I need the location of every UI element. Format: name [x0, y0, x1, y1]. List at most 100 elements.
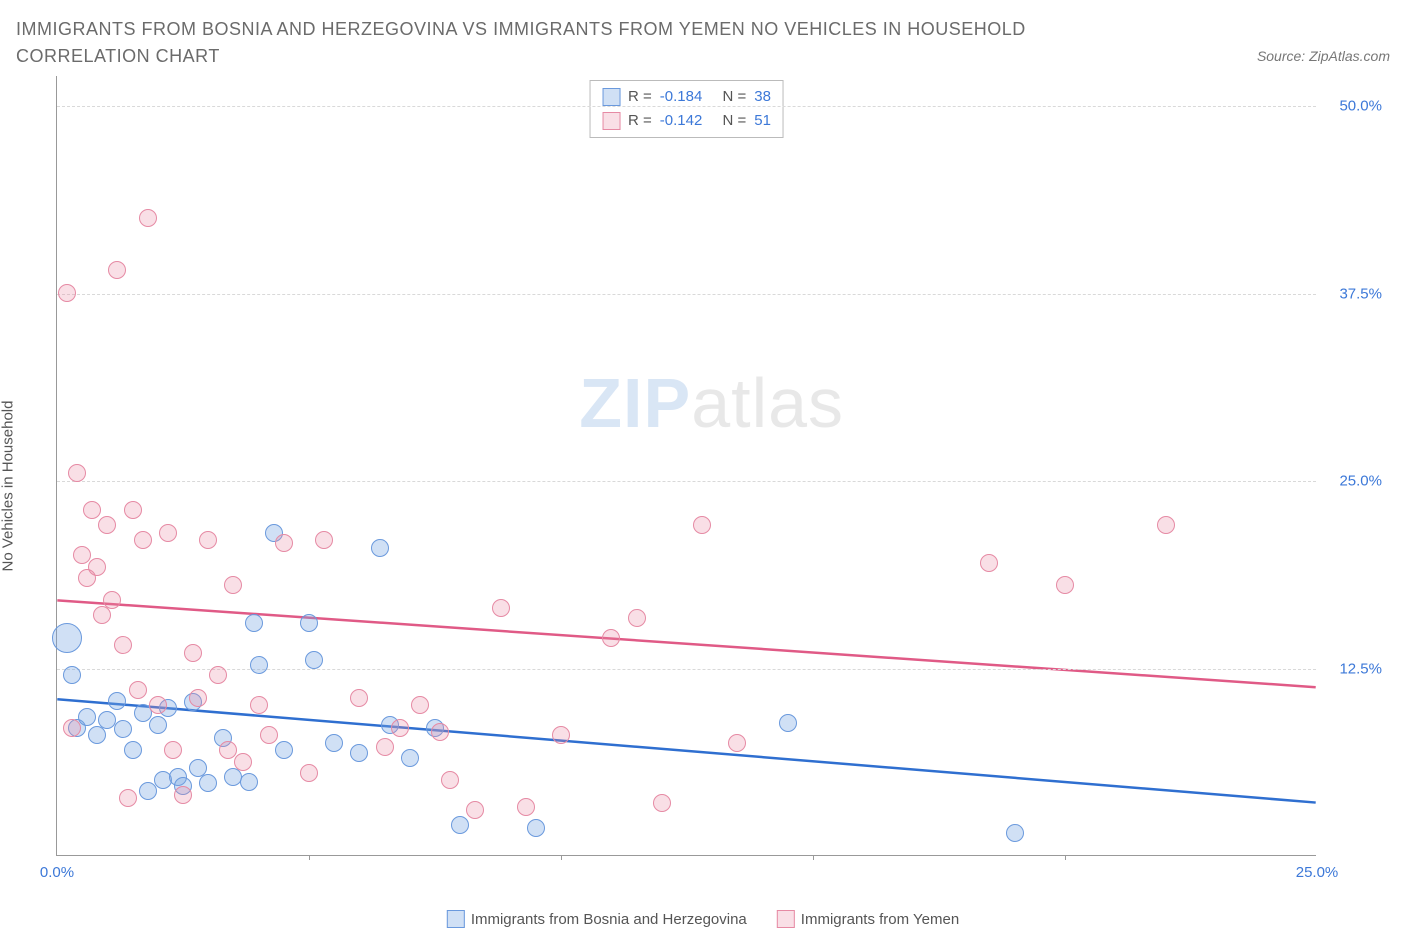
scatter-point-b [602, 629, 620, 647]
scatter-point-b [134, 531, 152, 549]
scatter-point-a [300, 614, 318, 632]
scatter-point-a [1006, 824, 1024, 842]
scatter-point-b [693, 516, 711, 534]
scatter-point-b [441, 771, 459, 789]
y-tick-label: 25.0% [1322, 473, 1382, 490]
n-value-b: 51 [754, 109, 771, 133]
scatter-point-b [209, 666, 227, 684]
legend-label-b: Immigrants from Yemen [801, 911, 959, 928]
scatter-point-a [371, 539, 389, 557]
r-label-b: R = [628, 109, 652, 133]
scatter-point-b [1157, 516, 1175, 534]
scatter-point-b [260, 726, 278, 744]
header: IMMIGRANTS FROM BOSNIA AND HERZEGOVINA V… [16, 16, 1390, 70]
scatter-point-b [300, 764, 318, 782]
scatter-point-b [517, 798, 535, 816]
scatter-point-b [199, 531, 217, 549]
plot-area: ZIPatlas R = -0.184 N = 38 R = -0.142 N … [56, 76, 1316, 856]
scatter-point-b [63, 719, 81, 737]
gridline [57, 106, 1316, 107]
scatter-point-b [653, 794, 671, 812]
scatter-point-b [250, 696, 268, 714]
scatter-point-a [240, 773, 258, 791]
scatter-point-b [88, 558, 106, 576]
scatter-point-b [431, 723, 449, 741]
scatter-point-b [411, 696, 429, 714]
scatter-point-a [149, 716, 167, 734]
scatter-point-a [114, 720, 132, 738]
scatter-point-a [63, 666, 81, 684]
scatter-point-b [224, 576, 242, 594]
y-tick-label: 50.0% [1322, 98, 1382, 115]
bottom-legend: Immigrants from Bosnia and Herzegovina I… [447, 910, 959, 928]
scatter-point-b [124, 501, 142, 519]
scatter-point-b [219, 741, 237, 759]
scatter-point-a [245, 614, 263, 632]
n-label-b: N = [723, 109, 747, 133]
x-minor-tick [309, 855, 310, 860]
legend-swatch-a-icon [447, 910, 465, 928]
scatter-point-b [93, 606, 111, 624]
scatter-point-b [68, 464, 86, 482]
scatter-point-a [527, 819, 545, 837]
scatter-point-a [52, 623, 82, 653]
scatter-point-b [83, 501, 101, 519]
gridline [57, 481, 1316, 482]
y-tick-label: 12.5% [1322, 660, 1382, 677]
scatter-point-b [114, 636, 132, 654]
scatter-point-b [73, 546, 91, 564]
scatter-point-a [305, 651, 323, 669]
scatter-point-b [119, 789, 137, 807]
scatter-point-b [1056, 576, 1074, 594]
source-attribution: Source: ZipAtlas.com [1257, 48, 1390, 70]
swatch-b-icon [602, 112, 620, 130]
scatter-point-b [139, 209, 157, 227]
scatter-point-b [552, 726, 570, 744]
stats-box: R = -0.184 N = 38 R = -0.142 N = 51 [589, 80, 784, 138]
scatter-point-b [492, 599, 510, 617]
scatter-point-b [58, 284, 76, 302]
scatter-point-b [728, 734, 746, 752]
gridline [57, 294, 1316, 295]
regression-lines [57, 76, 1316, 855]
scatter-point-b [234, 753, 252, 771]
scatter-point-b [391, 719, 409, 737]
x-minor-tick [1065, 855, 1066, 860]
scatter-point-a [124, 741, 142, 759]
y-axis-label: No Vehicles in Household [0, 401, 17, 572]
scatter-point-b [159, 524, 177, 542]
scatter-point-a [325, 734, 343, 752]
scatter-point-b [376, 738, 394, 756]
scatter-point-a [275, 741, 293, 759]
x-tick-label: 0.0% [40, 864, 74, 881]
scatter-point-b [103, 591, 121, 609]
scatter-point-b [164, 741, 182, 759]
scatter-point-b [108, 261, 126, 279]
x-minor-tick [561, 855, 562, 860]
scatter-point-b [628, 609, 646, 627]
swatch-a-icon [602, 88, 620, 106]
y-tick-label: 37.5% [1322, 285, 1382, 302]
scatter-point-a [108, 692, 126, 710]
x-tick-label: 25.0% [1296, 864, 1339, 881]
r-value-b: -0.142 [660, 109, 703, 133]
gridline [57, 669, 1316, 670]
scatter-point-b [149, 696, 167, 714]
chart-title: IMMIGRANTS FROM BOSNIA AND HERZEGOVINA V… [16, 16, 1116, 70]
scatter-point-b [189, 689, 207, 707]
stats-row-b: R = -0.142 N = 51 [602, 109, 771, 133]
chart-container: IMMIGRANTS FROM BOSNIA AND HERZEGOVINA V… [16, 16, 1390, 896]
x-minor-tick [813, 855, 814, 860]
watermark-atlas: atlas [691, 364, 844, 442]
regression-line-b [57, 600, 1315, 687]
scatter-point-b [315, 531, 333, 549]
chart-wrap: No Vehicles in Household ZIPatlas R = -0… [16, 76, 1390, 896]
legend-item-b: Immigrants from Yemen [777, 910, 959, 928]
scatter-point-b [466, 801, 484, 819]
legend-swatch-b-icon [777, 910, 795, 928]
watermark-zip: ZIP [579, 364, 691, 442]
scatter-point-a [350, 744, 368, 762]
legend-label-a: Immigrants from Bosnia and Herzegovina [471, 911, 747, 928]
scatter-point-a [78, 708, 96, 726]
watermark: ZIPatlas [579, 363, 844, 443]
